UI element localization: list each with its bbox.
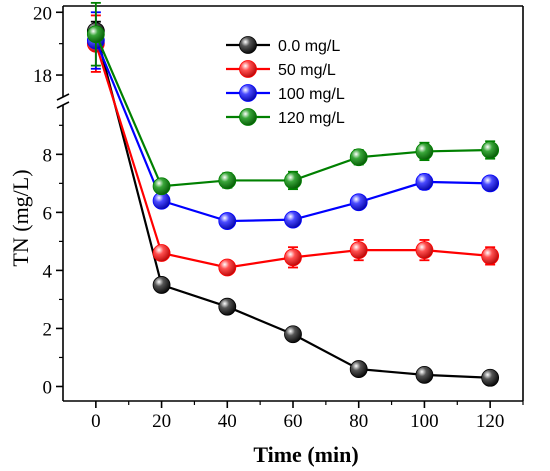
data-point (349, 360, 368, 378)
x-tick-label: 40 (218, 411, 237, 432)
data-point (284, 248, 302, 267)
data-point (349, 241, 368, 259)
data-point (152, 276, 171, 294)
legend-marker (239, 60, 257, 78)
legend-entry-3: 120 mg/L (226, 108, 345, 127)
x-tick-label: 20 (152, 411, 171, 432)
x-tick-label: 0 (91, 411, 101, 432)
y-tick-label: 0 (43, 377, 53, 398)
data-point (481, 141, 500, 159)
y-tick-label: 6 (43, 203, 53, 224)
data-point (415, 241, 434, 259)
legend-label: 120 mg/L (278, 110, 345, 127)
series-1 (86, 14, 500, 277)
axis-ticks: 0 20 40 60 80 100 120 0 2 4 6 8 18 20 (33, 3, 524, 432)
y-tick-label: 18 (33, 66, 52, 87)
series-layer (86, 1, 500, 387)
data-point (481, 174, 500, 193)
data-point (284, 210, 302, 229)
y-tick-label: 4 (43, 261, 53, 282)
data-point (284, 325, 302, 344)
legend-label: 0.0 mg/L (278, 38, 340, 55)
x-axis-title: Time (min) (253, 442, 358, 467)
data-point (284, 171, 302, 190)
data-point (415, 142, 434, 161)
x-tick-label: 60 (284, 411, 303, 432)
data-point (152, 244, 171, 262)
y-axis-title: TN (mg/L) (8, 169, 33, 266)
x-tick-label: 120 (476, 411, 505, 432)
data-point (349, 148, 368, 167)
series-3 (86, 1, 500, 196)
data-point (415, 365, 434, 384)
y-tick-label: 20 (33, 3, 52, 24)
data-point (481, 247, 500, 265)
legend-marker (239, 84, 257, 102)
legend-label: 100 mg/L (278, 86, 345, 103)
data-point (218, 297, 237, 316)
x-tick-label: 80 (349, 411, 368, 432)
data-point (218, 212, 237, 230)
axis-break-mark-lower (56, 101, 70, 109)
y-tick-label: 8 (43, 145, 53, 166)
x-tick-label: 100 (410, 411, 439, 432)
data-point (218, 258, 237, 277)
legend-entry-2: 100 mg/L (226, 84, 345, 103)
legend-entry-0: 0.0 mg/L (226, 36, 340, 55)
data-point (86, 25, 105, 44)
data-point (152, 177, 171, 196)
legend-label: 50 mg/L (278, 62, 336, 79)
legend-entry-1: 50 mg/L (226, 60, 336, 79)
legend: 0.0 mg/L 50 mg/L 100 mg/L 120 mg/L (226, 36, 345, 127)
legend-marker (239, 108, 257, 126)
y-tick-label: 2 (43, 319, 53, 340)
axis-break-mark-upper (56, 93, 70, 101)
data-point (481, 368, 500, 387)
data-point (415, 173, 434, 191)
data-point (218, 171, 237, 190)
data-point (349, 193, 368, 212)
legend-marker (239, 36, 257, 54)
